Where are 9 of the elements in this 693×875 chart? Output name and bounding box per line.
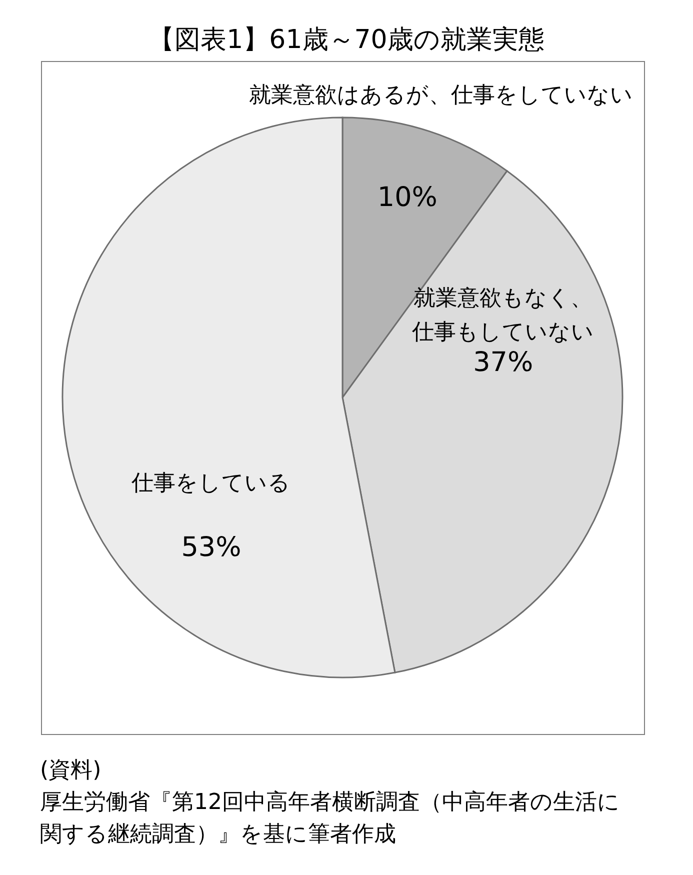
data-label: 10% xyxy=(377,182,438,213)
text: (資料) xyxy=(40,757,102,785)
data-label: 37% xyxy=(473,347,534,378)
data-label: 53% xyxy=(181,532,242,564)
slice-label: 就業意欲もなく、仕事もしていない xyxy=(411,286,594,345)
slice-label: 仕事をしている xyxy=(130,471,291,496)
text: 厚生労働省『第12回中高年者横断調査（中高年者の生活に関する継続調査）』を基に筆者作成 xyxy=(40,789,621,849)
slice-label: 就業意欲はあるが、仕事をしていない xyxy=(248,83,633,108)
chart-title: 【図表1】61歳～70歳の就業実態 xyxy=(148,24,546,56)
